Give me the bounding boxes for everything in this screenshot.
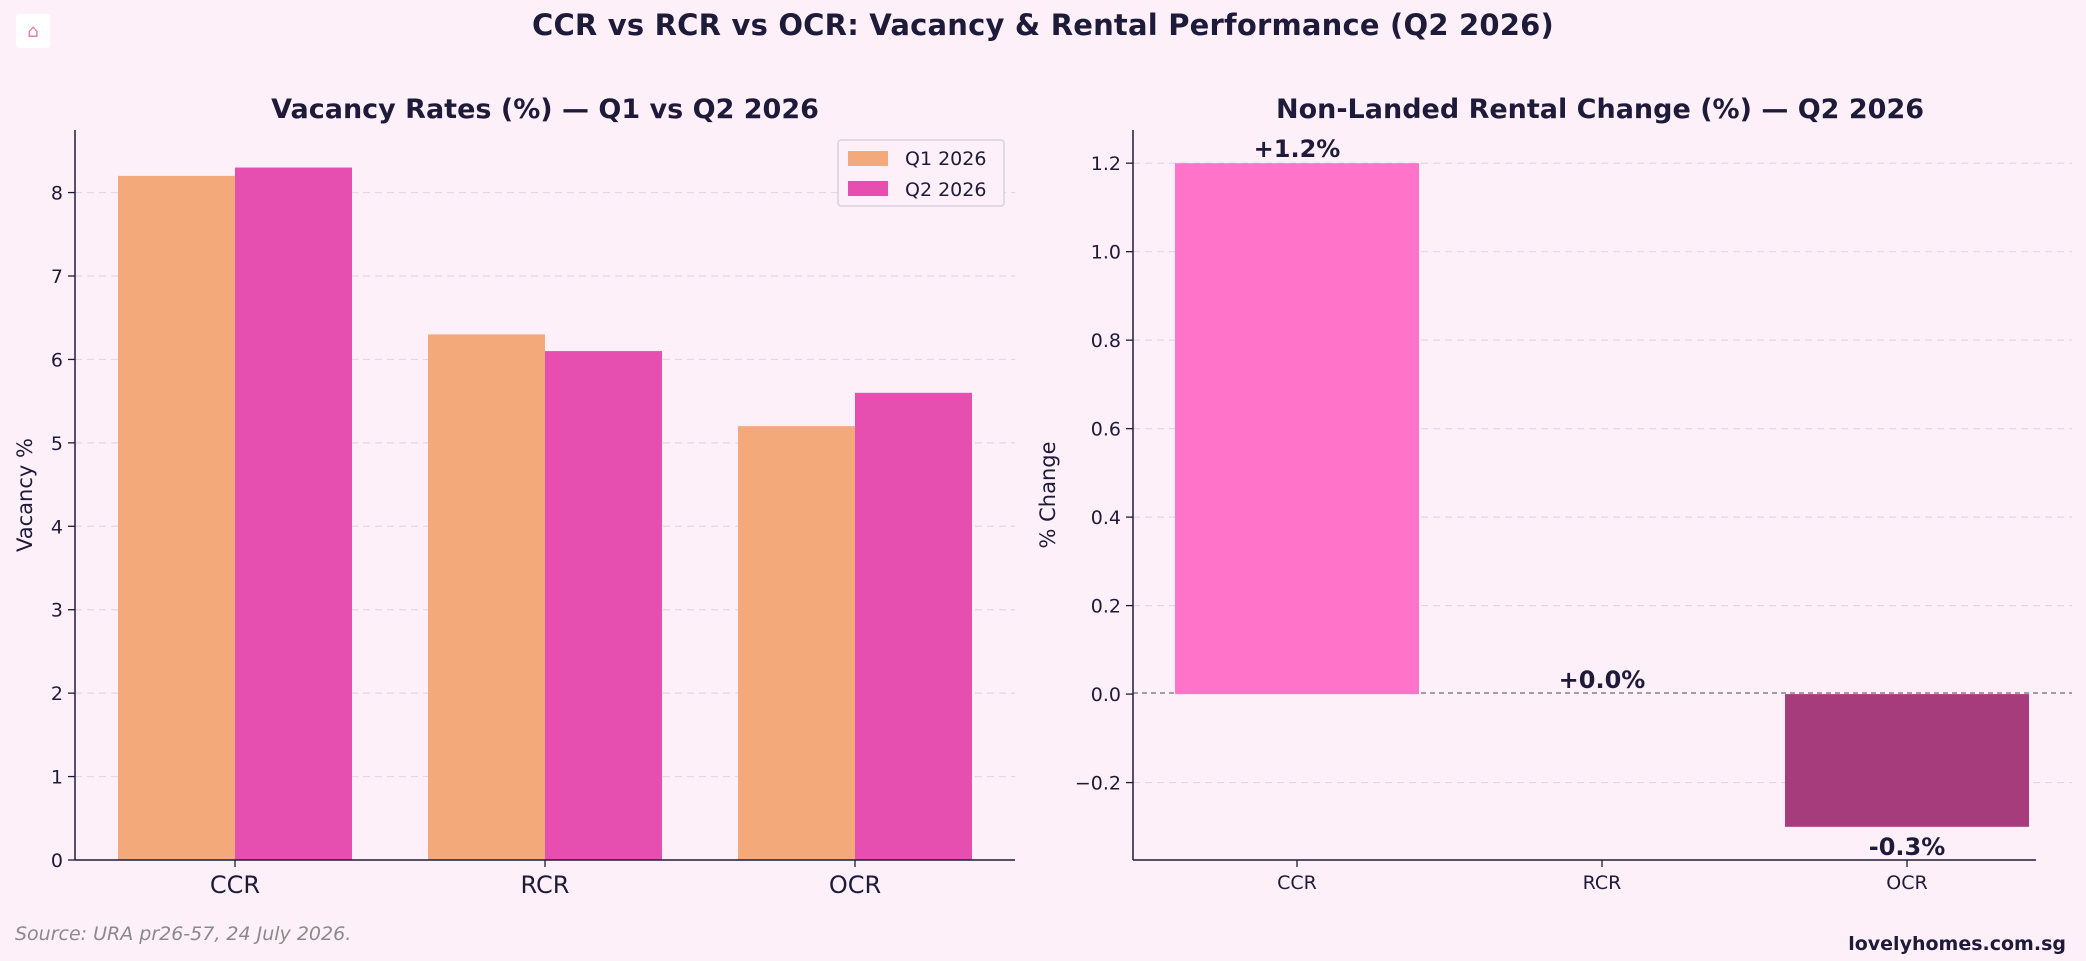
rental-y-label: % Change — [1036, 441, 1060, 548]
vacancy-chart: Vacancy Rates (%) — Q1 vs Q2 2026 0 1 2 3 4 5… — [13, 94, 1015, 899]
x-tick-label: OCR — [1886, 872, 1927, 894]
bar-ccr-q1 — [118, 175, 235, 860]
y-tick-label: 0.8 — [1091, 330, 1121, 352]
y-tick-label: 1.2 — [1091, 153, 1121, 175]
y-tick-label: 7 — [51, 266, 63, 288]
rental-x-ticks: CCR RCR OCR — [1277, 860, 1928, 894]
y-tick-label: 5 — [51, 433, 63, 455]
rental-chart-title: Non-Landed Rental Change (%) — Q2 2026 — [1276, 94, 1924, 125]
brand-link[interactable]: lovelyhomes.com.sg — [1848, 933, 2066, 955]
y-tick-label: 6 — [51, 349, 63, 371]
x-tick-label: OCR — [829, 871, 881, 899]
x-tick-label: RCR — [521, 871, 570, 899]
page-title: CCR vs RCR vs OCR: Vacancy & Rental Perf… — [531, 8, 1555, 42]
vacancy-bars — [118, 167, 972, 861]
y-tick-label: 8 — [51, 183, 63, 205]
bar-ocr — [1785, 694, 2029, 827]
legend-label-q2: Q2 2026 — [905, 179, 986, 201]
vacancy-legend: Q1 2026 Q2 2026 — [837, 139, 1005, 207]
x-tick-label: CCR — [1277, 872, 1317, 894]
y-tick-label: 1.0 — [1091, 242, 1121, 264]
bar-ccr — [1175, 163, 1419, 695]
y-tick-label: −0.2 — [1075, 773, 1121, 795]
rental-chart: Non-Landed Rental Change (%) — Q2 2026 −… — [1036, 94, 2072, 894]
y-tick-label: 2 — [51, 683, 63, 705]
y-tick-label: 0.4 — [1091, 507, 1121, 529]
y-tick-label: 3 — [51, 600, 63, 622]
data-label-ccr: +1.2% — [1254, 135, 1341, 163]
bar-ocr-q2 — [855, 392, 972, 860]
x-tick-label: RCR — [1583, 872, 1622, 894]
bar-rcr-q1 — [428, 334, 545, 860]
y-tick-label: 0.2 — [1091, 596, 1121, 618]
bar-ccr-q2 — [235, 167, 352, 861]
bar-ocr-q1 — [738, 426, 855, 860]
bar-rcr-q2 — [545, 351, 662, 860]
legend-swatch-q1 — [848, 151, 888, 166]
vacancy-x-ticks: CCR RCR OCR — [210, 860, 881, 899]
y-tick-label: 0.6 — [1091, 419, 1121, 441]
data-label-ocr: -0.3% — [1869, 833, 1946, 861]
home-icon: ⌂ — [27, 20, 39, 42]
data-label-rcr: +0.0% — [1559, 666, 1646, 694]
legend-label-q1: Q1 2026 — [905, 148, 986, 170]
y-tick-label: 1 — [51, 767, 63, 789]
rental-data-labels: +1.2% +0.0% -0.3% — [1254, 135, 1946, 861]
home-button[interactable]: ⌂ — [16, 14, 50, 48]
rental-y-ticks: −0.2 0.0 0.2 0.4 0.6 0.8 1.0 1.2 — [1075, 153, 1133, 795]
x-tick-label: CCR — [210, 871, 260, 899]
source-note: Source: URA pr26-57, 24 July 2026. — [15, 923, 352, 945]
legend-swatch-q2 — [848, 181, 888, 196]
vacancy-y-ticks: 0 1 2 3 4 5 6 7 8 — [51, 183, 75, 872]
vacancy-chart-title: Vacancy Rates (%) — Q1 vs Q2 2026 — [271, 94, 819, 125]
y-tick-label: 0.0 — [1091, 684, 1121, 706]
vacancy-y-label: Vacancy % — [13, 438, 37, 552]
y-tick-label: 0 — [51, 850, 63, 872]
y-tick-label: 4 — [51, 516, 63, 538]
rental-bars — [1175, 163, 2029, 827]
